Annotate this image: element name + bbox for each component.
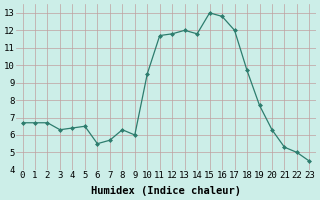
X-axis label: Humidex (Indice chaleur): Humidex (Indice chaleur) <box>91 186 241 196</box>
